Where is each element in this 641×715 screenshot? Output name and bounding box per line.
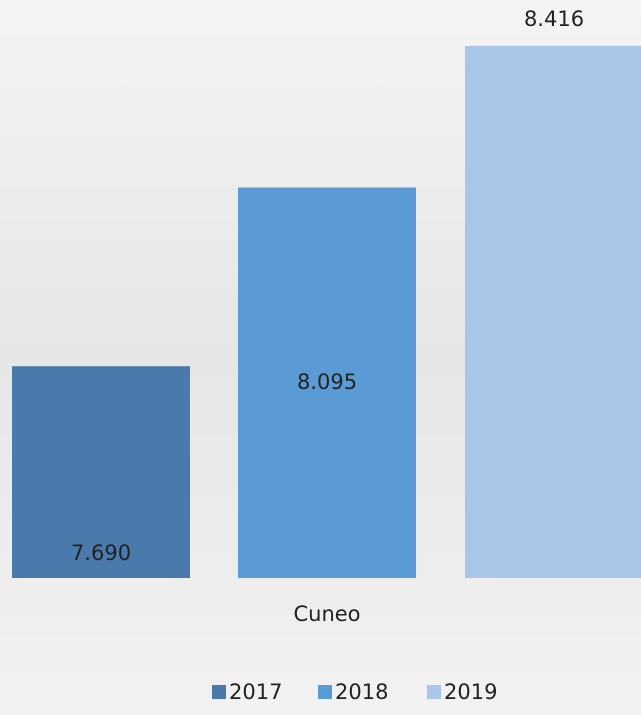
legend-label: 2019 (444, 680, 497, 704)
bar (238, 187, 416, 578)
bar (12, 366, 190, 578)
bar (465, 45, 641, 578)
legend-swatch (318, 685, 332, 699)
data-label: 8.416 (524, 7, 584, 31)
legend-label: 2018 (335, 680, 388, 704)
data-label: 8.095 (297, 370, 357, 394)
x-tick-label: Cuneo (293, 602, 360, 626)
legend-swatch (427, 685, 441, 699)
legend-swatch (212, 685, 226, 699)
legend-label: 2017 (229, 680, 282, 704)
plot-area: 7.690 8.095 8.416 Cuneo 2017 2018 2019 (12, 7, 641, 704)
data-label: 7.690 (71, 541, 131, 565)
